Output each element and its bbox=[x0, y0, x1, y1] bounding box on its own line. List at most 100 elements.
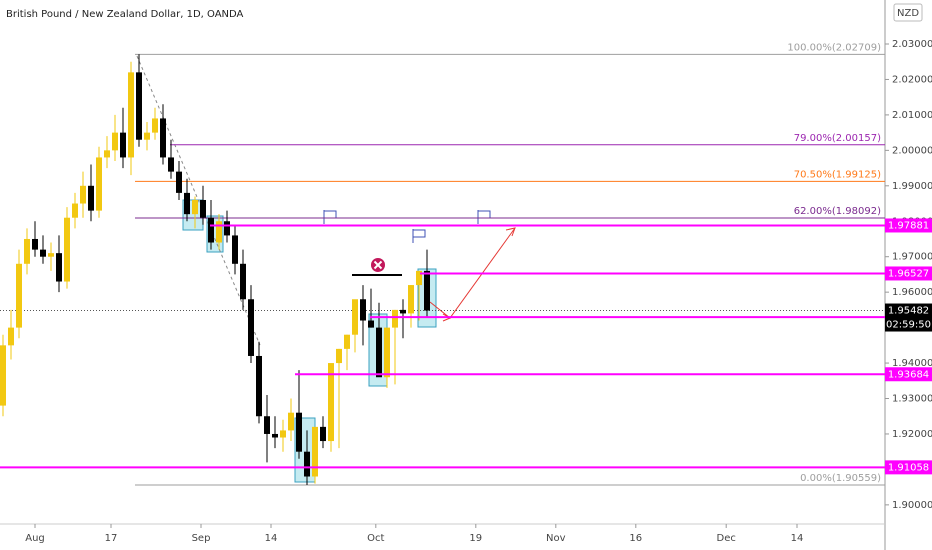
y-tick-label: 1.96000 bbox=[892, 287, 932, 298]
x-tick-label: 16 bbox=[629, 533, 642, 544]
candle-body bbox=[0, 345, 6, 406]
candle-body bbox=[192, 199, 198, 215]
candle-body bbox=[200, 199, 206, 218]
y-tick-label: 2.01000 bbox=[892, 110, 932, 121]
candle-body bbox=[320, 426, 326, 442]
x-tick-label: Oct bbox=[367, 533, 384, 544]
y-tick-label: 1.93000 bbox=[892, 394, 932, 405]
candle-body bbox=[376, 327, 382, 378]
x-tick-label: Dec bbox=[717, 533, 736, 544]
candle-body bbox=[72, 203, 78, 218]
fib-label: 70.50%(1.99125) bbox=[794, 169, 881, 180]
candle-body bbox=[64, 217, 70, 282]
fib-label: 0.00%(1.90559) bbox=[800, 473, 881, 484]
candle-body bbox=[8, 327, 14, 346]
candle-body bbox=[136, 72, 142, 140]
candle-body bbox=[360, 299, 366, 321]
candle-body bbox=[288, 412, 294, 431]
level-label-box bbox=[885, 218, 932, 233]
candle-body bbox=[424, 270, 430, 311]
candle-body bbox=[416, 270, 422, 286]
level-label: 1.91058 bbox=[888, 462, 929, 473]
candle-body bbox=[184, 192, 190, 215]
candle-body bbox=[296, 412, 302, 452]
candle-body bbox=[112, 132, 118, 151]
candle-body bbox=[392, 309, 398, 328]
candle-body bbox=[56, 253, 62, 282]
candle-body bbox=[80, 185, 86, 204]
candle-body bbox=[96, 157, 102, 211]
y-tick-label: 2.03000 bbox=[892, 39, 932, 50]
candle-body bbox=[272, 433, 278, 438]
candle-body bbox=[224, 221, 230, 236]
level-label: 1.97881 bbox=[888, 220, 929, 231]
arrowhead bbox=[505, 227, 516, 237]
x-tick-label: 14 bbox=[791, 533, 804, 544]
candle-body bbox=[40, 249, 46, 257]
candle-body bbox=[120, 132, 126, 158]
candle-body bbox=[312, 426, 318, 477]
candle-body bbox=[400, 309, 406, 314]
x-tick-label: 14 bbox=[265, 533, 278, 544]
candle-body bbox=[88, 185, 94, 211]
candle-body bbox=[32, 238, 38, 250]
candle-body bbox=[264, 416, 270, 434]
candle-body bbox=[328, 363, 334, 442]
candle-body bbox=[240, 263, 246, 300]
candle-body bbox=[48, 253, 54, 257]
y-tick-label: 1.99000 bbox=[892, 181, 932, 192]
price-label-box bbox=[885, 303, 932, 332]
candle-body bbox=[336, 348, 342, 364]
currency-box bbox=[893, 3, 923, 22]
y-tick-label: 1.97000 bbox=[892, 252, 932, 263]
candle-body bbox=[256, 355, 262, 417]
candle-body bbox=[384, 327, 390, 378]
candle-body bbox=[16, 263, 22, 328]
candle-body bbox=[304, 451, 310, 477]
level-label: 1.96527 bbox=[888, 268, 929, 279]
level-label-box bbox=[885, 460, 932, 475]
flag-icon bbox=[412, 229, 426, 243]
candle-body bbox=[144, 132, 150, 140]
x-tick-label: 17 bbox=[105, 533, 118, 544]
level-label: 1.93684 bbox=[888, 369, 929, 380]
level-label-box bbox=[885, 367, 932, 382]
fib-trend-line bbox=[136, 55, 261, 346]
y-tick-label: 1.92000 bbox=[892, 429, 932, 440]
candle-body bbox=[344, 334, 350, 349]
candle-body bbox=[216, 221, 222, 243]
candle-body bbox=[352, 299, 358, 335]
cross-icon bbox=[373, 260, 383, 270]
candle-body bbox=[24, 238, 30, 264]
x-tick-label: 19 bbox=[469, 533, 482, 544]
fib-label: 100.00%(2.02709) bbox=[787, 42, 881, 53]
candle-body bbox=[232, 235, 238, 264]
candle-body bbox=[168, 157, 174, 172]
y-tick-label: 2.00000 bbox=[892, 145, 932, 156]
chart-title: British Pound / New Zealand Dollar, 1D, … bbox=[6, 9, 244, 20]
y-tick-label: 1.90000 bbox=[892, 500, 932, 511]
candle-body bbox=[280, 430, 286, 438]
x-tick-label: Nov bbox=[546, 533, 566, 544]
candle-body bbox=[248, 299, 254, 356]
x-tick-label: Aug bbox=[25, 533, 45, 544]
x-tick-label: Sep bbox=[192, 533, 211, 544]
fib-label: 79.00%(2.00157) bbox=[794, 133, 881, 144]
candle-body bbox=[408, 285, 414, 314]
candle-body bbox=[152, 118, 158, 133]
candle-body bbox=[160, 118, 166, 158]
fib-label: 62.00%(1.98092) bbox=[794, 206, 881, 217]
level-label-box bbox=[885, 266, 932, 281]
y-tick-label: 1.94000 bbox=[892, 358, 932, 369]
candle-body bbox=[208, 217, 214, 243]
candle-body bbox=[368, 320, 374, 328]
current-price-label: 1.95482 bbox=[888, 306, 929, 317]
candle-body bbox=[128, 72, 134, 158]
candle-body bbox=[176, 171, 182, 193]
currency-label: NZD bbox=[897, 8, 919, 19]
candle-body bbox=[104, 150, 110, 158]
y-tick-label: 2.02000 bbox=[892, 74, 932, 85]
countdown: 02:59:50 bbox=[886, 320, 931, 331]
